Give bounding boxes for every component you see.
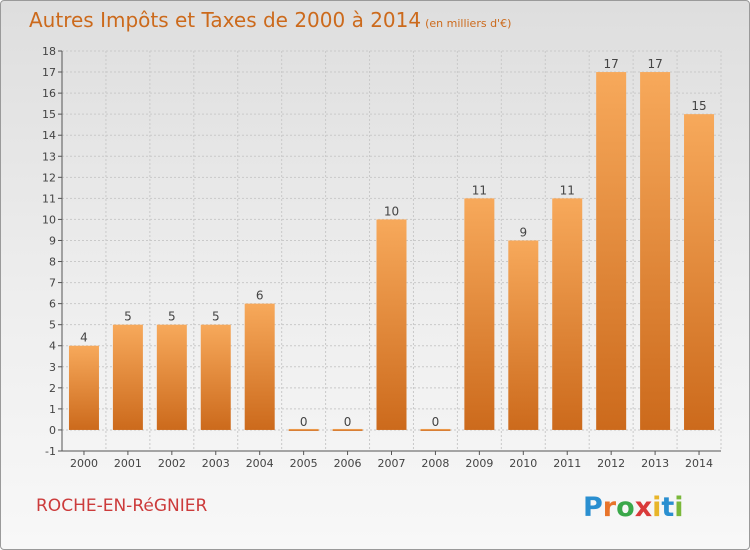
svg-text:Proxiti: Proxiti: [583, 492, 684, 523]
x-tick-label-2012: 2012: [597, 457, 625, 470]
x-tick-label-2011: 2011: [553, 457, 581, 470]
proxiti-logo[interactable]: Proxiti: [581, 487, 691, 525]
commune-name: ROCHE-EN-RéGNIER: [36, 496, 208, 516]
y-tick-label: 17: [42, 66, 56, 79]
bar-2009[interactable]: [464, 198, 495, 430]
y-tick-label: 18: [42, 45, 56, 58]
chart-title: Autres Impôts et Taxes de 2000 à 2014 (en…: [29, 8, 511, 32]
y-tick-label: 10: [42, 213, 56, 226]
data-label-2013: 17: [647, 57, 662, 71]
data-label-2011: 11: [560, 183, 575, 197]
y-tick-label: 16: [42, 87, 56, 100]
bar-2008[interactable]: [420, 428, 451, 431]
x-tick-label-2007: 2007: [378, 457, 406, 470]
logo-letter: o: [616, 492, 635, 523]
bar-2010[interactable]: [508, 240, 539, 430]
data-label-2006: 0: [344, 415, 352, 429]
x-tick-label-2013: 2013: [641, 457, 669, 470]
x-axis: 2000 2001 2002 2003 2004 2005 2006 2007 2008 2009…: [62, 450, 721, 470]
data-labels: 4 5 5 5 6 0 0 10 0 11 9 11 17 17 15: [80, 57, 707, 429]
logo-letter: r: [603, 492, 617, 523]
y-tick-label: 13: [42, 150, 56, 163]
y-tick-label: -1: [45, 445, 56, 458]
x-tick-label-2010: 2010: [509, 457, 537, 470]
bar-2014[interactable]: [684, 114, 715, 430]
data-label-2004: 6: [256, 289, 264, 303]
x-tick-label-2001: 2001: [114, 457, 142, 470]
x-tick-label-2005: 2005: [290, 457, 318, 470]
x-tick-label-2008: 2008: [421, 457, 449, 470]
chart-subtitle: (en milliers d'€): [425, 17, 512, 30]
data-label-2012: 17: [604, 57, 619, 71]
x-tick-label-2014: 2014: [685, 457, 713, 470]
data-label-2000: 4: [80, 331, 88, 345]
y-tick-label: 5: [49, 319, 56, 332]
bar-2006[interactable]: [332, 428, 363, 431]
bar-2004[interactable]: [244, 303, 275, 430]
logo-letter: x: [635, 492, 652, 523]
bar-2003[interactable]: [200, 324, 231, 430]
y-tick-label: 15: [42, 108, 56, 121]
data-label-2005: 0: [300, 415, 308, 429]
bar-2012[interactable]: [596, 72, 627, 430]
x-tick-label-2006: 2006: [334, 457, 362, 470]
logo-letter: i: [674, 492, 683, 523]
data-label-2001: 5: [124, 310, 132, 324]
bar-2005[interactable]: [288, 428, 319, 431]
x-tick-label-2000: 2000: [70, 457, 98, 470]
y-tick-label: 12: [42, 171, 56, 184]
bar-2011[interactable]: [552, 198, 583, 430]
bar-2002[interactable]: [156, 324, 187, 430]
bar-2013[interactable]: [640, 72, 671, 430]
logo-letter: t: [661, 492, 674, 523]
bar-2007[interactable]: [376, 219, 407, 430]
data-label-2003: 5: [212, 310, 220, 324]
y-tick-label: 1: [49, 403, 56, 416]
y-tick-label: 2: [49, 382, 56, 395]
data-label-2014: 15: [691, 99, 706, 113]
y-tick-label: 0: [49, 424, 56, 437]
logo-letter: P: [583, 492, 603, 523]
y-tick-label: 8: [49, 256, 56, 269]
data-label-2002: 5: [168, 310, 176, 324]
y-tick-label: 9: [49, 234, 56, 247]
y-tick-label: 7: [49, 277, 56, 290]
bar-2001[interactable]: [112, 324, 143, 430]
y-tick-label: 11: [42, 192, 56, 205]
bars: [68, 72, 715, 431]
y-tick-label: 3: [49, 361, 56, 374]
data-label-2010: 9: [519, 225, 527, 239]
x-tick-label-2004: 2004: [246, 457, 274, 470]
data-label-2009: 11: [472, 183, 487, 197]
y-tick-label: 14: [42, 129, 56, 142]
x-tick-label-2003: 2003: [202, 457, 230, 470]
y-tick-label: 6: [49, 298, 56, 311]
data-label-2007: 10: [384, 204, 399, 218]
logo-letter: i: [652, 492, 661, 523]
data-label-2008: 0: [432, 415, 440, 429]
x-tick-label-2002: 2002: [158, 457, 186, 470]
y-tick-label: 4: [49, 340, 56, 353]
bar-2000[interactable]: [68, 345, 99, 430]
x-tick-label-2009: 2009: [465, 457, 493, 470]
chart-title-text: Autres Impôts et Taxes de 2000 à 2014: [29, 8, 422, 32]
